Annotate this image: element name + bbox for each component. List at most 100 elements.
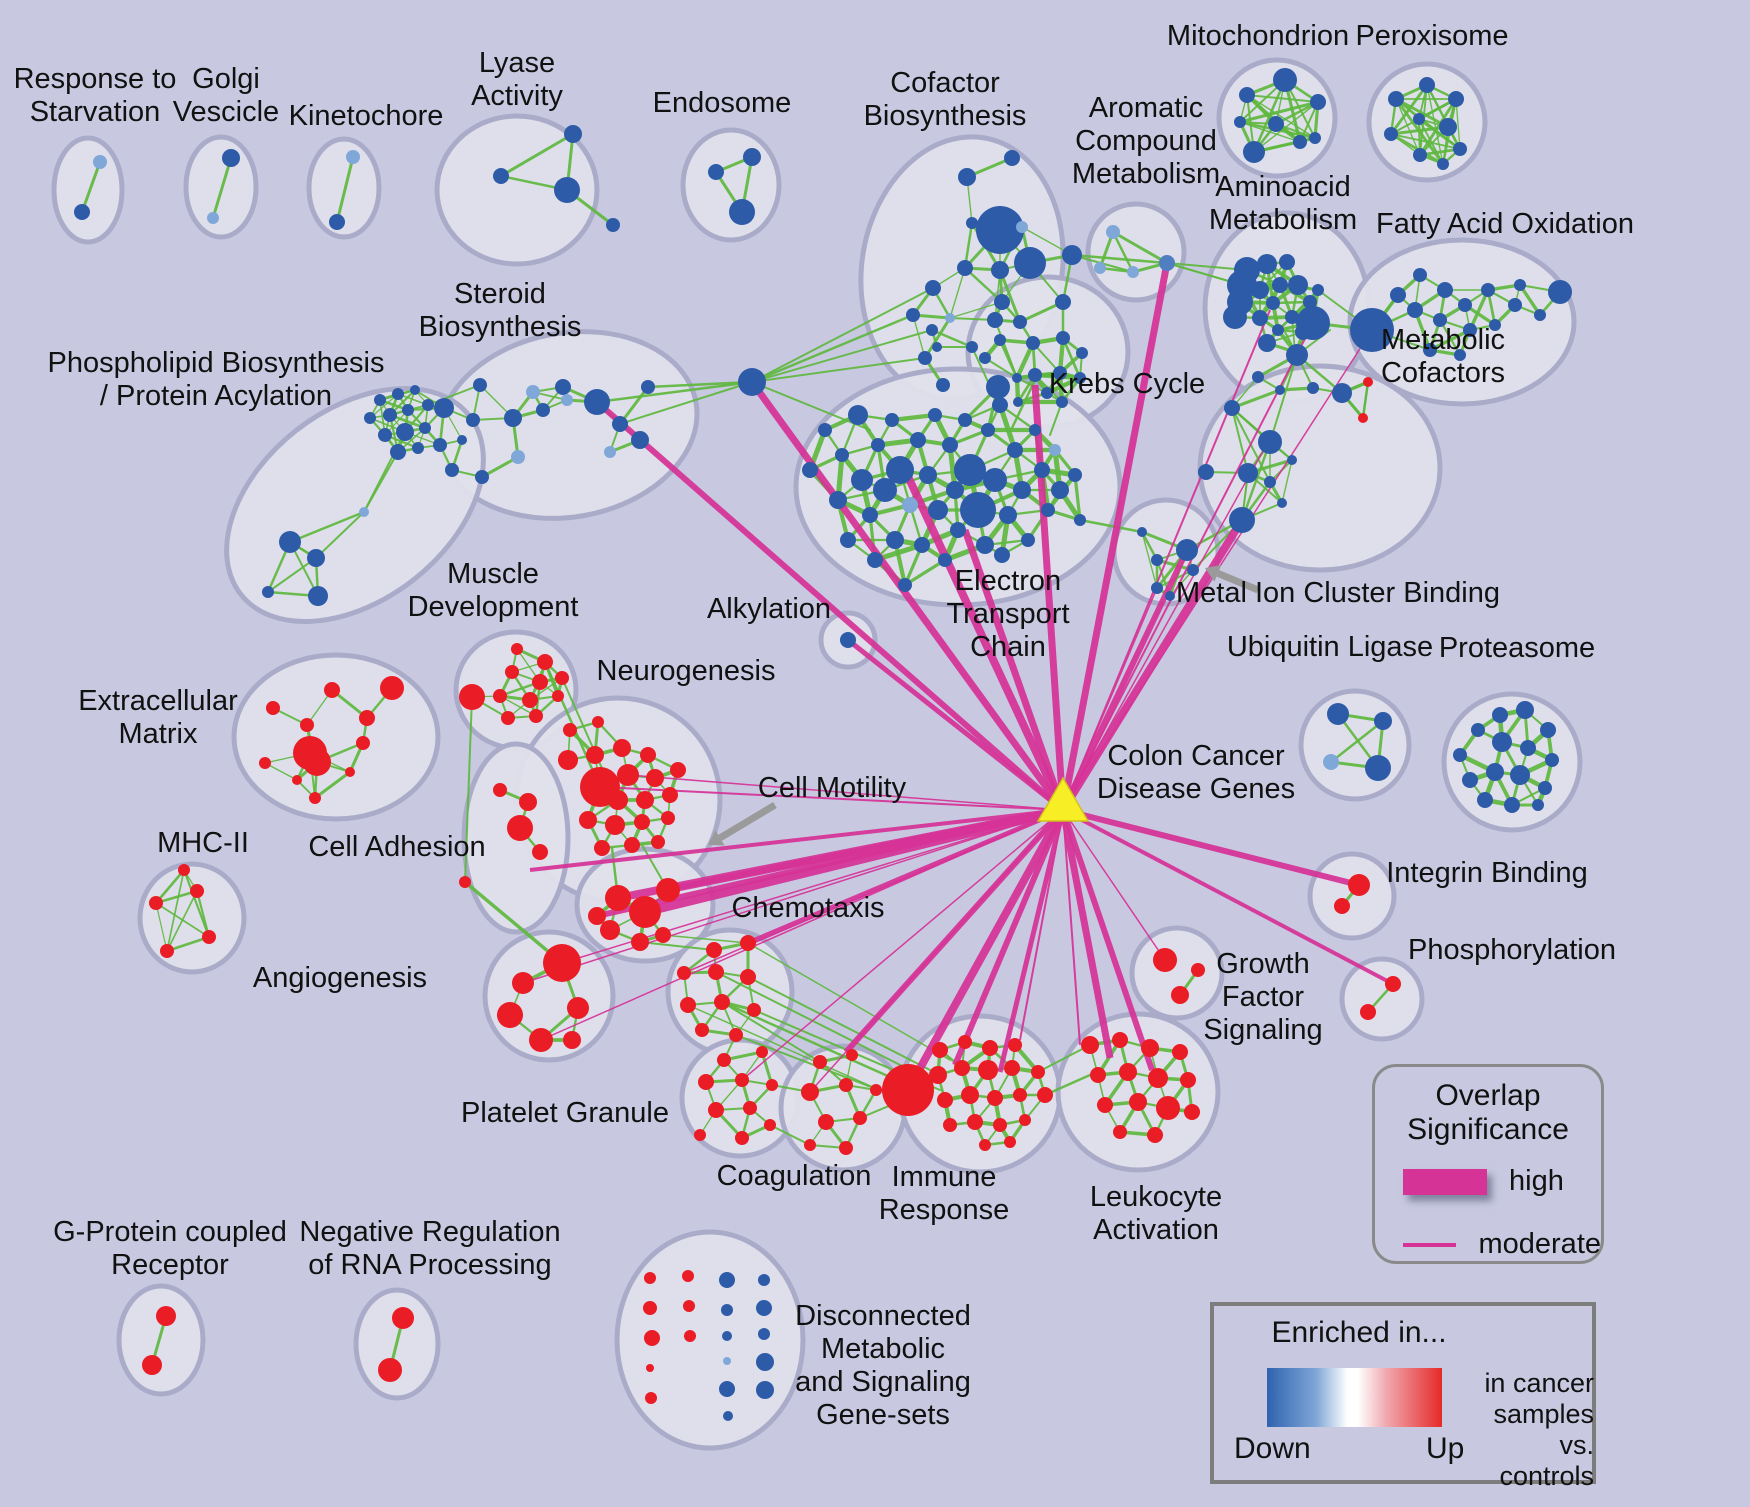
gene-set-node[interactable] bbox=[1094, 262, 1106, 274]
gene-set-node[interactable] bbox=[967, 1114, 983, 1130]
gene-set-node[interactable] bbox=[1266, 296, 1280, 310]
gene-set-node[interactable] bbox=[885, 413, 899, 427]
gene-set-node[interactable] bbox=[1074, 514, 1086, 526]
gene-set-node[interactable] bbox=[1492, 707, 1508, 723]
gene-set-node[interactable] bbox=[1013, 315, 1027, 329]
gene-set-node[interactable] bbox=[684, 1330, 696, 1342]
gene-set-node[interactable] bbox=[717, 1053, 731, 1067]
gene-set-node[interactable] bbox=[992, 397, 1008, 413]
gene-set-node[interactable] bbox=[961, 1086, 979, 1104]
gene-set-node[interactable] bbox=[1504, 797, 1520, 813]
gene-set-node[interactable] bbox=[1272, 277, 1288, 293]
gene-set-node[interactable] bbox=[307, 549, 325, 567]
gene-set-node[interactable] bbox=[1458, 298, 1472, 312]
gene-set-node[interactable] bbox=[1486, 763, 1504, 781]
gene-set-node[interactable] bbox=[882, 1064, 934, 1116]
gene-set-node[interactable] bbox=[631, 431, 649, 449]
gene-set-node[interactable] bbox=[802, 462, 818, 478]
gene-set-node[interactable] bbox=[677, 966, 691, 980]
gene-set-node[interactable] bbox=[740, 935, 756, 951]
gene-set-node[interactable] bbox=[1223, 305, 1247, 329]
gene-set-node[interactable] bbox=[259, 757, 271, 769]
gene-set-node[interactable] bbox=[719, 1381, 735, 1397]
gene-set-node[interactable] bbox=[1243, 141, 1265, 163]
gene-set-node[interactable] bbox=[561, 394, 573, 406]
gene-set-node[interactable] bbox=[1286, 344, 1308, 366]
gene-set-node[interactable] bbox=[1165, 591, 1175, 601]
gene-set-node[interactable] bbox=[493, 689, 507, 703]
gene-set-node[interactable] bbox=[914, 537, 930, 553]
gene-set-node[interactable] bbox=[722, 1331, 732, 1341]
gene-set-node[interactable] bbox=[1258, 334, 1276, 352]
colon-cancer-disease-genes-node[interactable] bbox=[1036, 776, 1090, 822]
gene-set-node[interactable] bbox=[1303, 295, 1317, 309]
gene-set-node[interactable] bbox=[457, 435, 467, 445]
gene-set-node[interactable] bbox=[1358, 413, 1368, 423]
gene-set-node[interactable] bbox=[979, 1139, 991, 1151]
gene-set-node[interactable] bbox=[979, 352, 991, 364]
gene-set-node[interactable] bbox=[410, 385, 420, 395]
gene-set-node[interactable] bbox=[910, 432, 926, 448]
gene-set-node[interactable] bbox=[346, 150, 360, 164]
gene-set-node[interactable] bbox=[756, 1381, 774, 1399]
gene-set-node[interactable] bbox=[1365, 755, 1391, 781]
gene-set-node[interactable] bbox=[983, 468, 1007, 492]
gene-set-node[interactable] bbox=[743, 1101, 757, 1115]
gene-set-node[interactable] bbox=[1062, 245, 1082, 265]
gene-set-node[interactable] bbox=[886, 456, 914, 484]
gene-set-node[interactable] bbox=[279, 531, 301, 553]
gene-set-node[interactable] bbox=[1437, 282, 1453, 298]
gene-set-node[interactable] bbox=[1191, 963, 1205, 977]
gene-set-node[interactable] bbox=[93, 155, 107, 169]
gene-set-node[interactable] bbox=[644, 1330, 660, 1346]
gene-set-node[interactable] bbox=[756, 1046, 768, 1058]
gene-set-node[interactable] bbox=[1310, 94, 1326, 110]
gene-set-node[interactable] bbox=[848, 405, 868, 425]
gene-set-node[interactable] bbox=[721, 1304, 733, 1316]
cluster-ellipse-disconnected-gene-sets[interactable] bbox=[614, 1229, 806, 1451]
gene-set-node[interactable] bbox=[1014, 247, 1046, 279]
gene-set-node[interactable] bbox=[1257, 254, 1277, 274]
gene-set-node[interactable] bbox=[543, 944, 581, 982]
gene-set-node[interactable] bbox=[1548, 280, 1572, 304]
cluster-ellipse-ubiquitin-ligase[interactable] bbox=[1298, 688, 1412, 802]
gene-set-node[interactable] bbox=[835, 448, 849, 462]
gene-set-node[interactable] bbox=[380, 676, 404, 700]
gene-set-node[interactable] bbox=[1279, 254, 1295, 270]
gene-set-node[interactable] bbox=[919, 466, 937, 484]
gene-set-node[interactable] bbox=[1489, 319, 1501, 331]
gene-set-node[interactable] bbox=[928, 408, 942, 422]
gene-set-node[interactable] bbox=[433, 438, 447, 452]
gene-set-node[interactable] bbox=[555, 379, 571, 395]
gene-set-node[interactable] bbox=[966, 341, 978, 353]
gene-set-node[interactable] bbox=[641, 380, 655, 394]
gene-set-node[interactable] bbox=[507, 815, 533, 841]
gene-set-node[interactable] bbox=[708, 164, 724, 180]
gene-set-node[interactable] bbox=[936, 378, 950, 392]
gene-set-node[interactable] bbox=[364, 412, 376, 424]
gene-set-node[interactable] bbox=[1463, 323, 1477, 337]
gene-set-node[interactable] bbox=[670, 762, 686, 778]
gene-set-node[interactable] bbox=[1454, 349, 1466, 361]
gene-set-node[interactable] bbox=[801, 1083, 819, 1101]
gene-set-node[interactable] bbox=[266, 701, 280, 715]
gene-set-node[interactable] bbox=[567, 997, 589, 1019]
gene-set-node[interactable] bbox=[987, 1090, 1003, 1106]
gene-set-node[interactable] bbox=[412, 442, 424, 454]
gene-set-node[interactable] bbox=[938, 553, 952, 567]
gene-set-node[interactable] bbox=[945, 313, 955, 323]
gene-set-node[interactable] bbox=[1384, 127, 1398, 141]
gene-set-node[interactable] bbox=[308, 586, 328, 606]
gene-set-node[interactable] bbox=[994, 547, 1010, 563]
gene-set-node[interactable] bbox=[655, 927, 671, 943]
gene-set-node[interactable] bbox=[1334, 898, 1350, 914]
gene-set-node[interactable] bbox=[1119, 1063, 1137, 1081]
gene-set-node[interactable] bbox=[584, 389, 610, 415]
gene-set-node[interactable] bbox=[1176, 539, 1198, 561]
cluster-ellipse-extracellular-matrix[interactable] bbox=[231, 652, 441, 822]
gene-set-node[interactable] bbox=[1363, 377, 1373, 387]
gene-set-node[interactable] bbox=[345, 767, 355, 777]
gene-set-node[interactable] bbox=[1471, 723, 1485, 737]
gene-set-node[interactable] bbox=[1127, 266, 1139, 278]
gene-set-node[interactable] bbox=[604, 446, 616, 458]
